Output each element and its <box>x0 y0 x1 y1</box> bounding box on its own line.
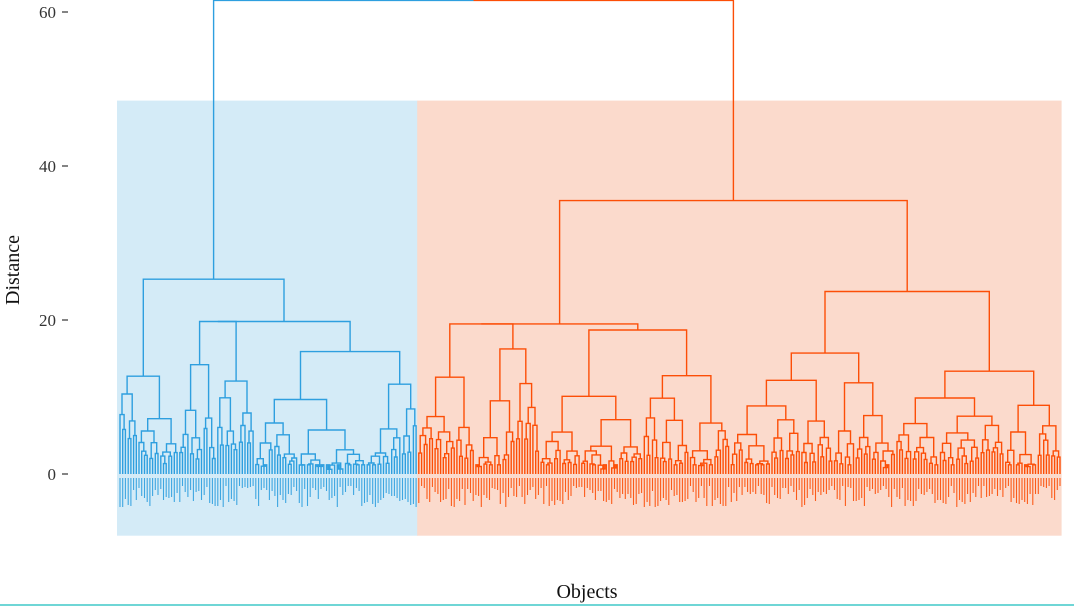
y-tick-label: 0 <box>48 465 57 484</box>
y-axis-title: Distance <box>2 235 24 305</box>
y-tick-label: 20 <box>39 311 56 330</box>
y-axis: 0 20 40 60 <box>39 3 68 484</box>
root-branch-right <box>473 0 735 201</box>
cluster-rect <box>117 100 418 536</box>
leaf-labels <box>119 478 1061 507</box>
dendrogram-branches <box>119 0 1061 474</box>
y-tick-label: 60 <box>39 3 56 22</box>
dendrogram-branch <box>481 323 639 330</box>
y-tick-label: 40 <box>39 157 56 176</box>
x-axis-title: Objects <box>556 581 617 603</box>
dendrogram-branch <box>217 320 351 352</box>
root-branch-left <box>212 0 474 280</box>
